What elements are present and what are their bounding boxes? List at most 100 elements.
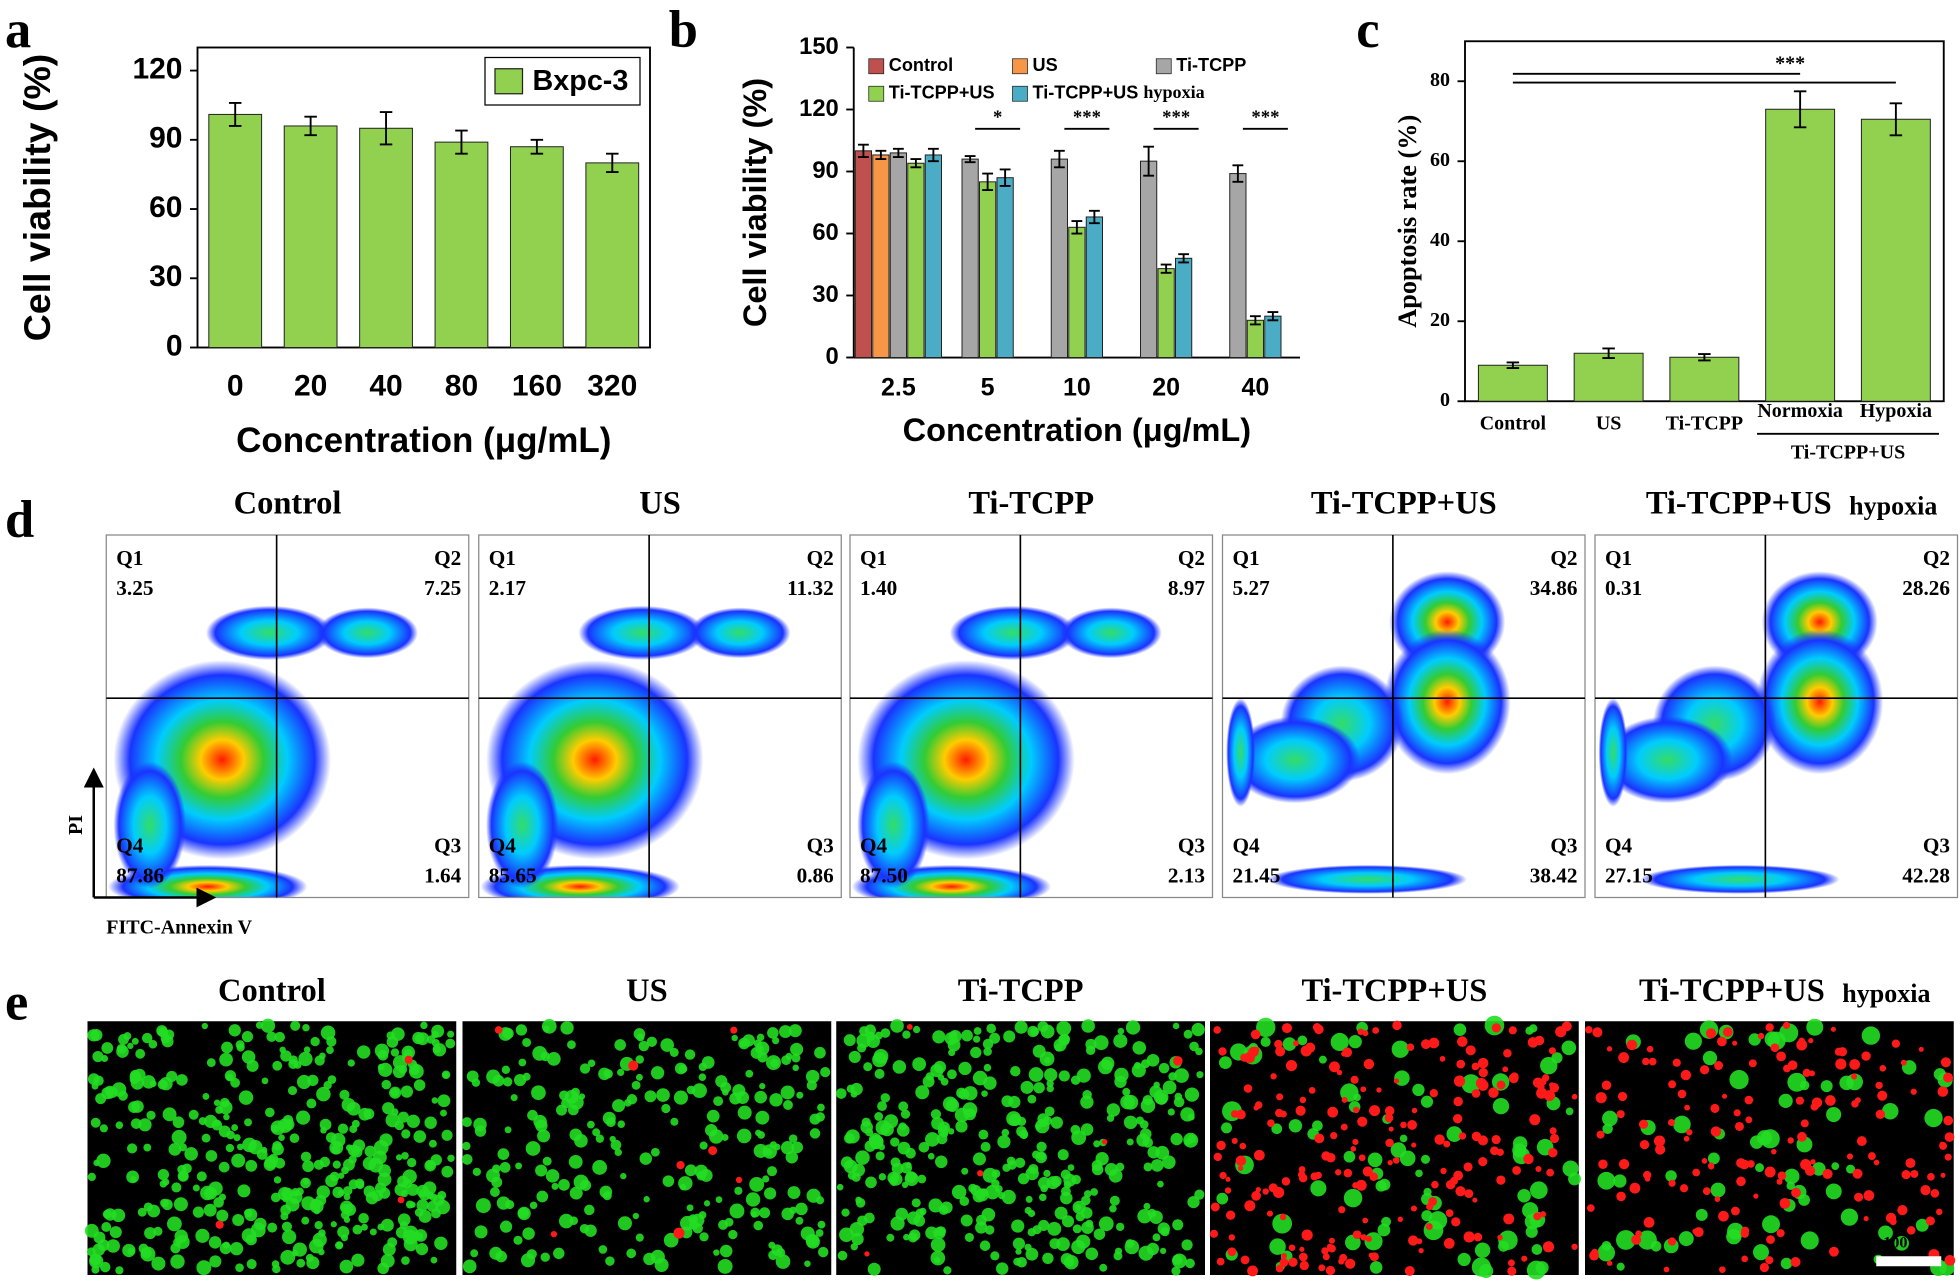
live-cell bbox=[851, 1172, 861, 1182]
live-cell bbox=[1525, 1026, 1534, 1035]
live-cell bbox=[331, 1144, 341, 1154]
dead-cell bbox=[1776, 1229, 1785, 1238]
dead-cell bbox=[1618, 1159, 1630, 1170]
live-cell bbox=[231, 1153, 246, 1168]
live-cell bbox=[118, 1090, 128, 1101]
dead-cell bbox=[1925, 1216, 1935, 1226]
dead-cell bbox=[977, 1170, 984, 1177]
dead-cell bbox=[1639, 1139, 1650, 1150]
dead-cell bbox=[1710, 1126, 1722, 1137]
x-tick-label: 80 bbox=[445, 369, 478, 402]
live-cell bbox=[100, 1261, 111, 1273]
live-cell bbox=[160, 1033, 171, 1044]
quadrant-value: 0.31 bbox=[1605, 576, 1642, 600]
live-cell bbox=[416, 1199, 429, 1212]
live-cell bbox=[1377, 1223, 1391, 1237]
dead-cell bbox=[1393, 1078, 1400, 1084]
live-cell bbox=[1187, 1113, 1195, 1121]
legend-label: Bxpc-3 bbox=[533, 65, 629, 97]
live-cell bbox=[1752, 1244, 1769, 1261]
live-cell bbox=[413, 1130, 427, 1143]
quadrant-name: Q1 bbox=[860, 546, 887, 570]
live-cell bbox=[545, 1169, 560, 1183]
error-bar bbox=[1889, 102, 1903, 137]
dead-cell bbox=[1523, 1153, 1534, 1165]
quadrant-name: Q3 bbox=[1550, 833, 1577, 857]
quadrant-value: 11.32 bbox=[787, 576, 834, 600]
live-cell bbox=[699, 1169, 713, 1182]
live-cell bbox=[535, 1119, 548, 1132]
density-blob bbox=[205, 605, 333, 661]
dead-cell bbox=[1237, 1165, 1244, 1171]
live-cell bbox=[970, 1185, 982, 1196]
live-cell bbox=[536, 1190, 549, 1203]
live-cell bbox=[996, 1262, 1009, 1275]
live-cell bbox=[1517, 1188, 1531, 1203]
live-cell bbox=[1031, 1150, 1041, 1159]
quadrant-name: Q1 bbox=[116, 546, 143, 570]
live-cell bbox=[93, 1075, 104, 1086]
live-cell bbox=[986, 1023, 997, 1034]
dead-cell bbox=[1802, 1068, 1811, 1077]
live-cell bbox=[1054, 1206, 1068, 1220]
live-cell bbox=[983, 1063, 992, 1072]
live-cell bbox=[104, 1085, 116, 1097]
quadrant-value: 1.64 bbox=[424, 863, 462, 887]
density-blob bbox=[1267, 864, 1468, 894]
y-tick-label: 30 bbox=[812, 281, 838, 308]
live-cell bbox=[728, 1229, 738, 1240]
live-cell bbox=[387, 1237, 398, 1248]
live-cell bbox=[855, 1196, 863, 1204]
live-cell bbox=[815, 1229, 824, 1237]
dead-cell bbox=[1445, 1209, 1454, 1217]
live-cell bbox=[352, 1224, 363, 1235]
live-cell bbox=[529, 1201, 538, 1210]
dead-cell bbox=[1428, 1197, 1438, 1206]
live-cell bbox=[1093, 1035, 1109, 1051]
dead-cell bbox=[1295, 1105, 1306, 1116]
live-cell bbox=[639, 1152, 653, 1165]
live-cell bbox=[1106, 1114, 1115, 1122]
dead-cell bbox=[1617, 1091, 1628, 1102]
live-cell bbox=[1028, 1067, 1044, 1082]
live-cell bbox=[1673, 1115, 1691, 1134]
dead-cell bbox=[1308, 1086, 1316, 1094]
y-tick-label: 80 bbox=[1430, 69, 1450, 91]
live-cell bbox=[499, 1220, 513, 1233]
live-cell bbox=[206, 1058, 216, 1067]
dead-cell bbox=[676, 1161, 685, 1170]
dead-cell bbox=[1739, 1159, 1750, 1170]
live-cell bbox=[817, 1220, 826, 1229]
dead-cell bbox=[1352, 1138, 1359, 1146]
live-cell bbox=[1881, 1102, 1899, 1120]
live-cell bbox=[1162, 1155, 1176, 1169]
dead-cell bbox=[1708, 1164, 1714, 1170]
live-cell bbox=[650, 1066, 665, 1080]
x-tick-label: 160 bbox=[512, 369, 562, 402]
live-cell bbox=[332, 1160, 341, 1169]
live-cell bbox=[406, 1183, 419, 1196]
live-cell bbox=[122, 1243, 136, 1258]
live-cell bbox=[836, 1183, 844, 1191]
live-cell bbox=[930, 1237, 946, 1253]
legend-swatch bbox=[1155, 58, 1172, 75]
live-cell bbox=[441, 1070, 451, 1080]
dead-cell bbox=[1239, 1142, 1247, 1150]
live-cell bbox=[1665, 1170, 1677, 1182]
live-cell bbox=[863, 1062, 873, 1072]
live-cell bbox=[244, 1118, 252, 1127]
live-cell bbox=[1831, 1162, 1840, 1171]
live-cell bbox=[196, 1171, 207, 1182]
live-cell bbox=[1221, 1122, 1233, 1134]
panel-title: Ti-TCPP+US bbox=[1639, 973, 1825, 1009]
live-cell bbox=[1367, 1152, 1383, 1168]
dead-cell bbox=[1253, 1149, 1265, 1161]
dead-cell bbox=[1846, 1153, 1854, 1160]
live-cell bbox=[1131, 1063, 1146, 1078]
live-cell bbox=[754, 1090, 768, 1104]
live-cell bbox=[704, 1124, 718, 1137]
live-cell bbox=[138, 1118, 152, 1132]
live-cell bbox=[1159, 1247, 1167, 1255]
live-cell bbox=[1027, 1094, 1037, 1104]
dead-cell bbox=[1548, 1148, 1558, 1158]
